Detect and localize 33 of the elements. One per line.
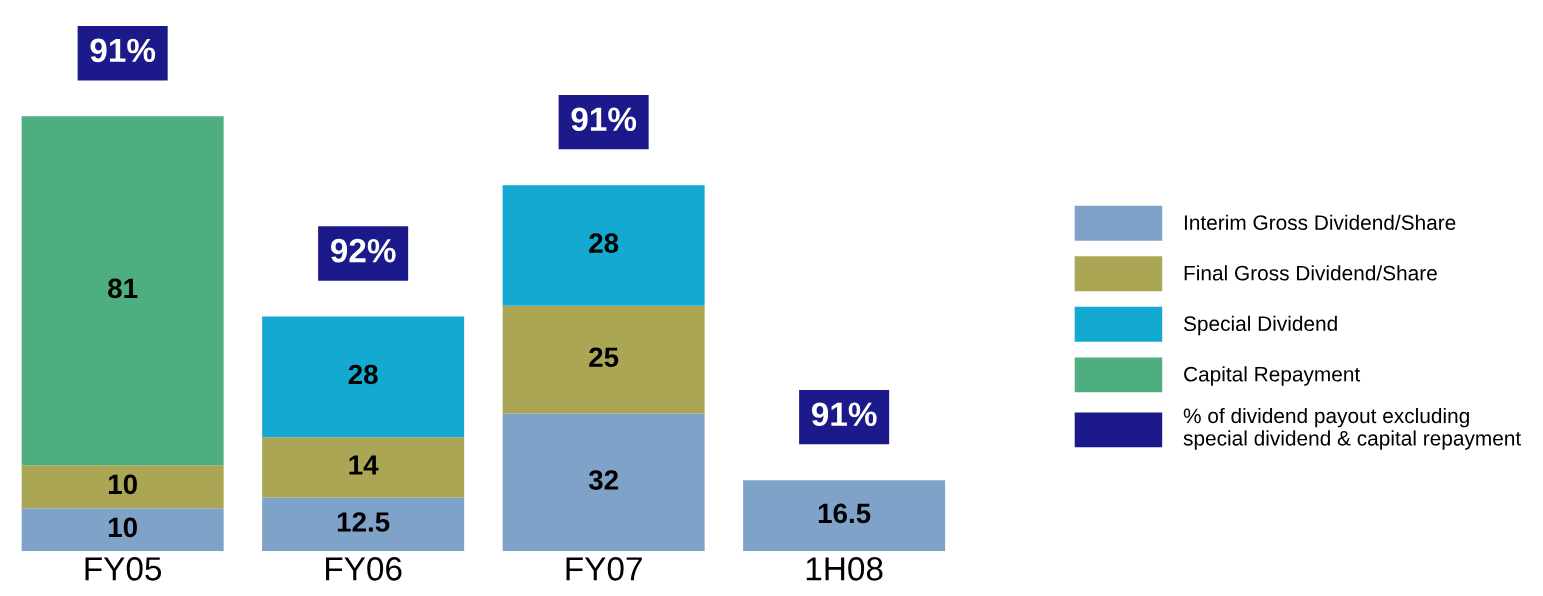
data-label: 10 bbox=[108, 474, 137, 495]
legend-label: Final Gross Dividend/Share bbox=[1184, 265, 1437, 281]
data-label: 28 bbox=[348, 364, 378, 385]
annotation: 91% bbox=[571, 107, 637, 132]
bar bbox=[502, 413, 705, 552]
data-label: 10 bbox=[108, 517, 137, 538]
data-label: 14 bbox=[349, 455, 379, 475]
text: 91% bbox=[90, 38, 156, 63]
bar bbox=[502, 305, 705, 414]
legend-label: Capital Repayment bbox=[1184, 366, 1361, 386]
bar bbox=[262, 437, 465, 498]
x-tick-label: 1H08 bbox=[806, 557, 883, 581]
annotation: 92% bbox=[330, 238, 396, 263]
legend-label: Interim Gross Dividend/Share bbox=[1184, 214, 1456, 230]
legend-label: % of dividend payout excluding special dividend & capital repayment bbox=[1183, 407, 1522, 450]
bar bbox=[21, 116, 224, 466]
legend-label: Special Dividend bbox=[1183, 315, 1337, 336]
x-tick-label: FY07 bbox=[566, 557, 642, 581]
x-tick-label: FY05 bbox=[85, 557, 162, 581]
x-tick-label: FY06 bbox=[326, 557, 402, 581]
bar bbox=[502, 185, 705, 306]
data-label: 12.5 bbox=[337, 512, 390, 532]
bar bbox=[743, 480, 946, 552]
data-label: 81 bbox=[108, 278, 138, 299]
bar bbox=[21, 508, 224, 552]
data-label: 25 bbox=[589, 347, 619, 368]
annotation: 91% bbox=[811, 402, 877, 427]
bar bbox=[262, 497, 465, 552]
data-label: 16.5 bbox=[818, 503, 871, 524]
bar bbox=[262, 316, 465, 438]
data-label: 32 bbox=[588, 470, 618, 490]
data-label: 28 bbox=[589, 233, 619, 253]
bar bbox=[21, 465, 224, 509]
